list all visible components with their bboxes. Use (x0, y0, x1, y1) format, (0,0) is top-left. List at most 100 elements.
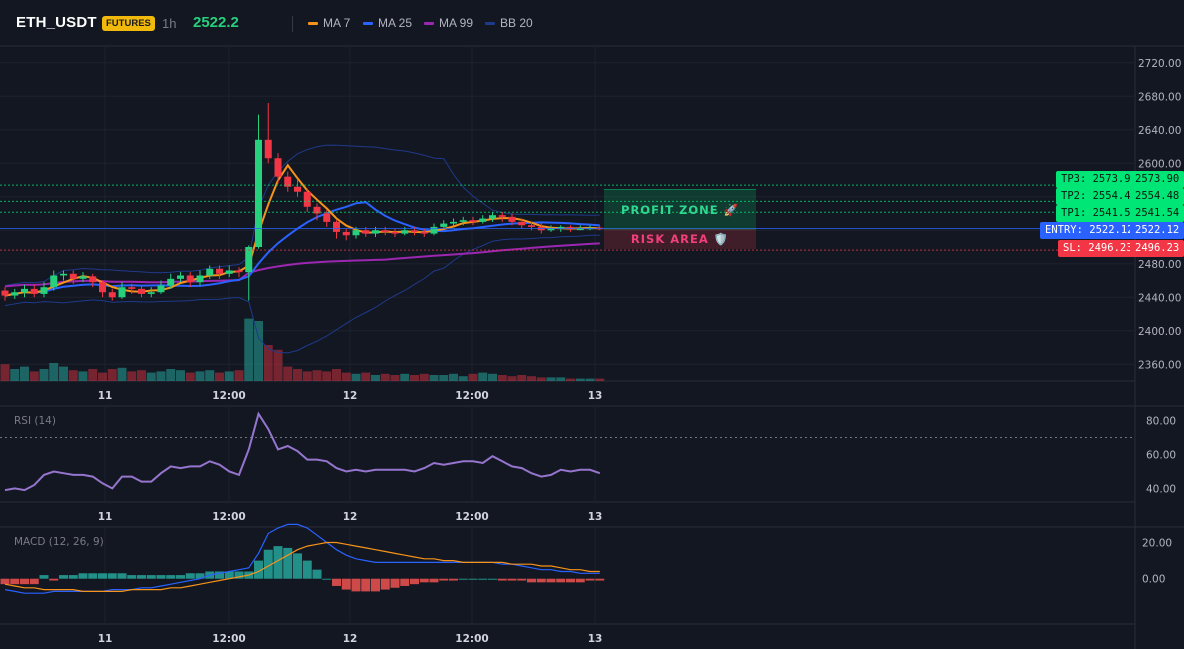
candle-body (411, 230, 418, 232)
price-tick-label: 2480.00 (1138, 259, 1181, 271)
legend-bb20[interactable]: BB 20 (485, 16, 533, 30)
legend-ma99[interactable]: MA 99 (424, 16, 473, 30)
chart-header: ETH_USDT FUTURES 1h 2522.2 MA 7 MA 25 MA… (0, 0, 1184, 46)
volume-bar (195, 371, 205, 381)
macd-histogram-bar (263, 549, 273, 579)
risk-zone: RISK AREA 🛡️ (604, 229, 756, 249)
rsi-line (4, 411, 601, 492)
legend-ma7[interactable]: MA 7 (308, 16, 350, 30)
candle-body (108, 292, 116, 298)
macd-histogram-bar (410, 578, 419, 585)
ma99-swatch (424, 21, 434, 25)
time-tick-label: 11 (98, 390, 113, 402)
tp1-axis-price: 2541.54 (1130, 205, 1184, 222)
macd-histogram-bar (59, 575, 68, 579)
symbol-label[interactable]: ETH_USDT (16, 14, 97, 31)
candle-body (128, 287, 136, 289)
macd-histogram-bar (127, 575, 137, 579)
candle-body (245, 247, 253, 273)
volume-bar (117, 367, 127, 381)
volume-bar (468, 373, 478, 381)
macd-histogram-bar (273, 546, 283, 579)
candle-body (498, 215, 506, 217)
candle-body (79, 276, 87, 279)
candle-body (40, 287, 48, 294)
macd-histogram-bar (78, 573, 88, 579)
macd-histogram-bar (371, 578, 380, 592)
legend-ma99-label: MA 99 (439, 16, 474, 30)
volume-bar (419, 373, 429, 381)
macd-histogram-bar (556, 578, 566, 583)
volume-bar (293, 369, 302, 381)
candle-body (528, 225, 535, 227)
volume-bar (59, 366, 68, 381)
candle-body (469, 220, 477, 222)
legend-ma25[interactable]: MA 25 (363, 16, 412, 30)
time-tick-label: 11 (98, 633, 113, 645)
time-tick-label: 12 (343, 633, 358, 645)
price-tick-label: 2680.00 (1138, 91, 1181, 103)
volume-bar (78, 371, 88, 381)
volume-bar (224, 371, 234, 381)
candle-body (567, 226, 574, 229)
macd-signal-line (4, 541, 600, 592)
sl-axis-price: 2496.23 (1130, 240, 1184, 257)
macd-histogram-bar (458, 578, 468, 580)
time-tick-label: 12:00 (212, 511, 245, 523)
macd-histogram-bar (283, 547, 293, 579)
volume-bar (98, 372, 107, 381)
price-tick-label: 2440.00 (1138, 292, 1181, 304)
macd-histogram-bar (146, 575, 156, 579)
volume-bar (371, 375, 380, 381)
candle-body (118, 287, 126, 298)
volume-bar (29, 371, 39, 381)
timeframe-label[interactable]: 1h (162, 16, 177, 31)
volume-bar (429, 375, 439, 381)
candle-body (138, 288, 145, 294)
volume-bar (332, 369, 341, 381)
volume-bar (127, 371, 137, 381)
volume-bar (205, 370, 215, 381)
candle-body (323, 213, 331, 222)
volume-bar (137, 370, 146, 381)
macd-histogram-bar (488, 578, 497, 580)
volume-bar (68, 370, 78, 381)
legend-bb20-label: BB 20 (500, 16, 533, 30)
volume-bar (566, 378, 575, 381)
candle-body (264, 139, 272, 159)
macd-histogram-bar (380, 578, 390, 590)
candle-body (333, 221, 340, 232)
volume-bar (595, 378, 605, 381)
time-tick-label: 13 (588, 390, 603, 402)
macd-histogram-bar (322, 578, 332, 580)
time-tick-label: 12:00 (212, 390, 245, 402)
macd-histogram-bar (400, 578, 410, 586)
candle-body (147, 292, 155, 294)
macd-histogram-bar (195, 573, 205, 579)
volume-bar (254, 321, 263, 381)
macd-tick-label: 0.00 (1142, 574, 1165, 586)
candle-body (489, 215, 496, 219)
candle-body (235, 270, 243, 273)
candle-body (294, 186, 301, 192)
candle-body (177, 275, 184, 279)
candle-body (225, 270, 233, 274)
volume-bar (166, 369, 176, 381)
volume-bar (449, 373, 458, 381)
macd-histogram-bar (20, 578, 29, 585)
candle-body (186, 275, 194, 283)
macd-histogram-bar (107, 573, 117, 579)
candle-body (69, 273, 77, 279)
volume-bar (283, 366, 293, 381)
tp1-tag: TP1: 2541.54 (1056, 205, 1142, 222)
volume-bar (156, 371, 166, 381)
candle-body (401, 230, 409, 234)
candle-body (547, 228, 555, 231)
macd-histogram-bar (156, 575, 166, 579)
ma7-swatch (308, 21, 318, 25)
macd-histogram-bar (166, 575, 176, 579)
macd-histogram-bar (0, 578, 10, 585)
macd-histogram-bar (302, 560, 312, 579)
volume-bar (575, 378, 585, 381)
